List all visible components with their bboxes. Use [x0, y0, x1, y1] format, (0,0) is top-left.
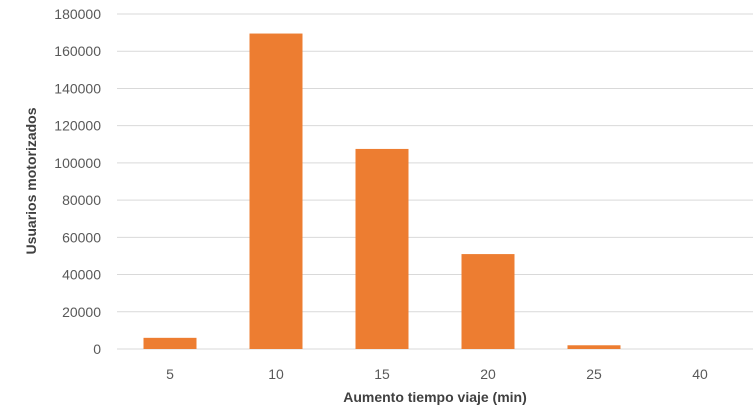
y-tick-label: 40000: [62, 267, 101, 283]
bar-20: [461, 254, 515, 349]
y-tick-label: 120000: [54, 118, 101, 134]
y-tick-label: 160000: [54, 43, 101, 59]
y-tick-label: 180000: [54, 6, 101, 22]
x-tick-label: 10: [268, 366, 284, 382]
y-axis-ticks: 0 20000 40000 60000 80000 100000 120000 140000 1…: [54, 6, 101, 357]
x-tick-label: 15: [374, 366, 390, 382]
y-tick-label: 60000: [62, 229, 101, 245]
x-tick-label: 20: [480, 366, 496, 382]
y-tick-label: 0: [93, 341, 101, 357]
bar-15: [355, 148, 409, 349]
x-tick-label: 40: [692, 366, 708, 382]
gridlines: [117, 13, 753, 350]
y-tick-label: 140000: [54, 80, 101, 96]
y-tick-label: 20000: [62, 304, 101, 320]
y-tick-label: 80000: [62, 192, 101, 208]
bars: [143, 33, 621, 350]
x-tick-label: 25: [586, 366, 602, 382]
x-axis-title: Aumento tiempo viaje (min): [343, 389, 527, 405]
bar-10: [249, 33, 303, 350]
y-tick-label: 100000: [54, 155, 101, 171]
y-axis-title: Usuarios motorizados: [23, 107, 39, 254]
bar-25: [567, 345, 621, 349]
bar-5: [143, 337, 197, 349]
x-tick-label: 5: [166, 366, 174, 382]
x-axis-ticks: 5 10 15 20 25 40: [166, 366, 708, 382]
